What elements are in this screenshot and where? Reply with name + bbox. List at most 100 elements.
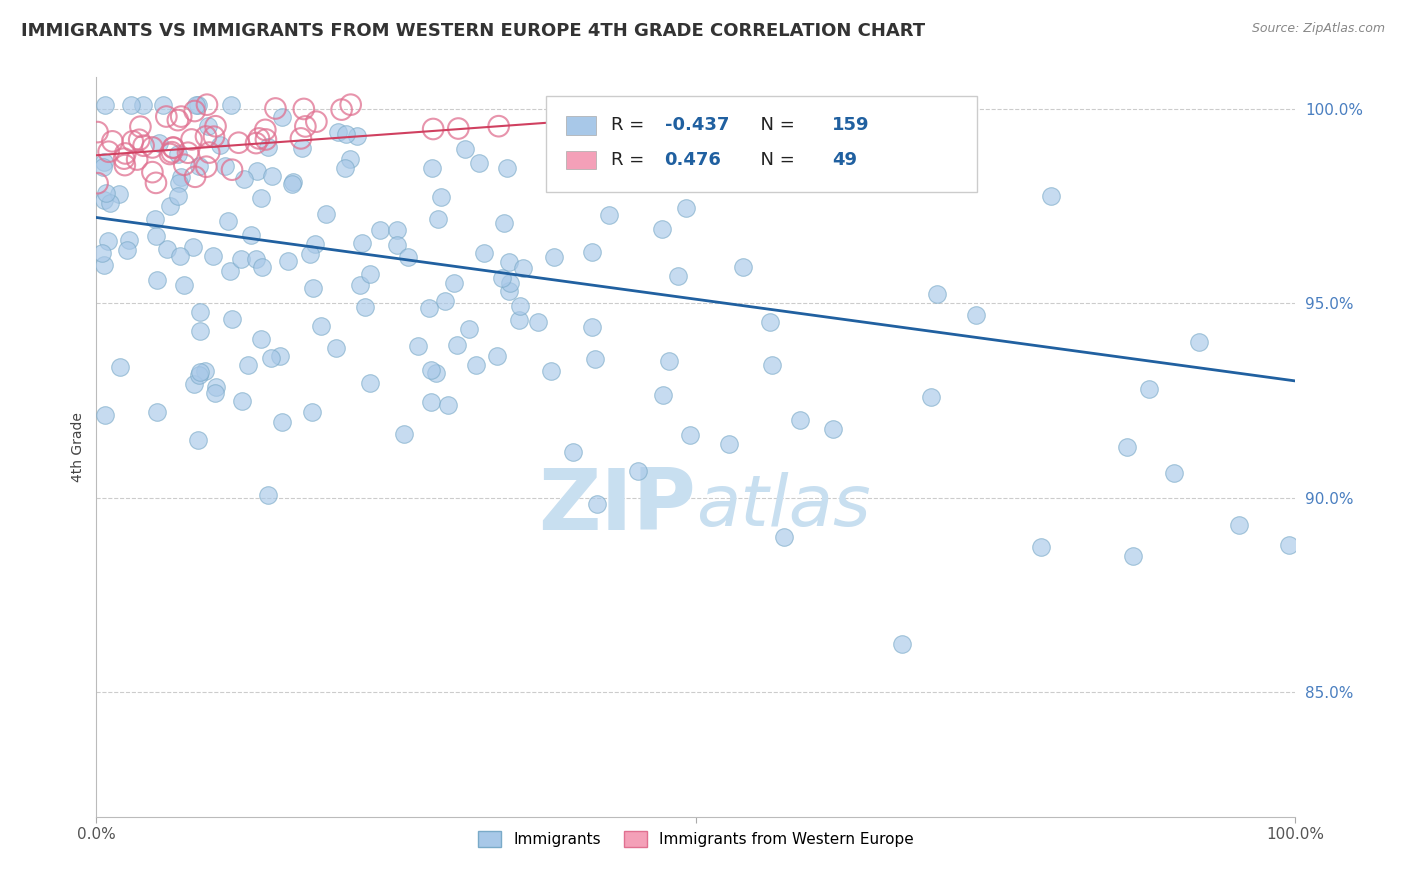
Point xyxy=(679,428,702,442)
Point xyxy=(1039,188,1062,202)
Point xyxy=(543,250,565,264)
Point xyxy=(145,229,167,244)
Point xyxy=(333,161,356,175)
Point xyxy=(198,145,221,160)
Point xyxy=(658,354,681,368)
Point xyxy=(91,160,114,174)
Point xyxy=(598,208,620,222)
Point xyxy=(420,395,443,409)
Bar xyxy=(567,116,596,135)
Point xyxy=(120,97,142,112)
Point xyxy=(155,110,177,124)
Point xyxy=(90,246,112,260)
Point xyxy=(260,169,283,184)
Point xyxy=(187,159,209,173)
Point xyxy=(509,299,531,313)
Point xyxy=(583,352,606,367)
Point xyxy=(204,120,226,134)
Point xyxy=(271,416,294,430)
Point xyxy=(339,97,361,112)
Point xyxy=(131,97,153,112)
Point xyxy=(256,139,278,153)
Point xyxy=(156,242,179,256)
Text: N =: N = xyxy=(748,117,800,135)
Point xyxy=(250,260,273,275)
Point xyxy=(195,160,218,174)
Point xyxy=(652,388,675,402)
Bar xyxy=(567,151,596,169)
Point xyxy=(97,145,120,159)
Point xyxy=(169,176,191,190)
Text: IMMIGRANTS VS IMMIGRANTS FROM WESTERN EUROPE 4TH GRADE CORRELATION CHART: IMMIGRANTS VS IMMIGRANTS FROM WESTERN EU… xyxy=(21,22,925,40)
Point xyxy=(97,234,120,248)
Point xyxy=(581,245,603,260)
Point xyxy=(254,132,277,146)
Point xyxy=(731,260,754,274)
Point xyxy=(920,390,942,404)
Point xyxy=(512,261,534,276)
Text: R =: R = xyxy=(610,117,650,135)
Point xyxy=(675,201,697,215)
Point xyxy=(789,412,811,426)
Point xyxy=(759,315,782,329)
Point xyxy=(305,114,328,128)
Point xyxy=(96,186,118,201)
Point xyxy=(181,240,204,254)
Point xyxy=(229,252,252,266)
Point xyxy=(354,300,377,314)
Text: 49: 49 xyxy=(832,152,858,169)
Point xyxy=(118,233,141,247)
Point xyxy=(330,103,353,117)
Point xyxy=(129,120,152,134)
Point xyxy=(294,120,316,134)
Point xyxy=(188,365,211,379)
Point xyxy=(1188,334,1211,349)
Point xyxy=(292,102,315,116)
Point xyxy=(141,140,163,154)
Point xyxy=(221,162,243,177)
Point xyxy=(346,129,368,144)
Point xyxy=(187,97,209,112)
Point xyxy=(1137,382,1160,396)
Point xyxy=(472,246,495,260)
Point xyxy=(326,125,349,139)
Text: Source: ZipAtlas.com: Source: ZipAtlas.com xyxy=(1251,22,1385,36)
Point xyxy=(117,243,139,257)
Point xyxy=(277,253,299,268)
Point xyxy=(162,140,184,154)
Point xyxy=(443,276,465,290)
Point xyxy=(298,246,321,260)
Point xyxy=(94,97,117,112)
Point xyxy=(197,119,219,133)
Point xyxy=(173,278,195,293)
Point xyxy=(186,97,208,112)
Point xyxy=(385,238,408,252)
Point xyxy=(761,358,783,372)
Point xyxy=(167,189,190,203)
Point xyxy=(228,136,250,150)
Point xyxy=(128,133,150,147)
Point xyxy=(457,322,479,336)
Point xyxy=(359,267,381,281)
Point xyxy=(177,145,200,160)
Point xyxy=(567,162,589,177)
Point xyxy=(1029,540,1052,554)
Point xyxy=(183,103,205,118)
Point xyxy=(576,135,599,149)
Point xyxy=(169,249,191,263)
Point xyxy=(114,158,136,172)
Point xyxy=(494,216,516,230)
FancyBboxPatch shape xyxy=(546,96,977,192)
Point xyxy=(231,394,253,409)
Point xyxy=(1122,549,1144,564)
Point xyxy=(141,165,163,179)
Point xyxy=(422,122,444,136)
Point xyxy=(195,129,218,144)
Point xyxy=(420,161,443,175)
Point xyxy=(350,236,373,251)
Point xyxy=(437,398,460,412)
Point xyxy=(93,193,115,207)
Point xyxy=(232,171,254,186)
Point xyxy=(107,186,129,201)
Text: R =: R = xyxy=(610,152,655,169)
